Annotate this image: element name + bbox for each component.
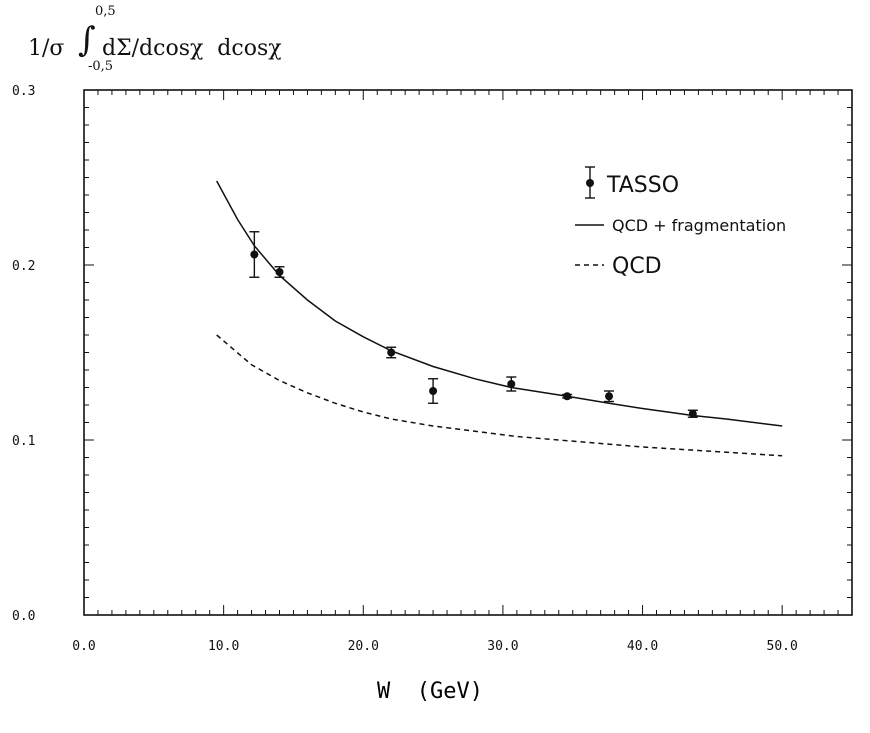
y-axis-title-integrand: dΣ/dcosχ dcosχ <box>102 36 282 61</box>
data-point <box>688 409 697 418</box>
integral-sign-icon: ∫ <box>78 20 96 60</box>
y-axis-title-lower-limit: -0,5 <box>88 59 114 74</box>
x-tick-label: 40.0 <box>627 639 658 654</box>
x-tick-label: 50.0 <box>767 639 798 654</box>
data-point <box>605 392 614 401</box>
y-tick-label: 0.0 <box>12 609 35 624</box>
data-point <box>250 250 259 259</box>
x-tick-label: 0.0 <box>72 639 95 654</box>
y-tick-label: 0.1 <box>12 434 35 449</box>
legend-label-qcd-fragmentation: QCD + fragmentation <box>612 216 786 235</box>
x-tick-label: 10.0 <box>208 639 239 654</box>
y-tick-label: 0.3 <box>12 84 35 99</box>
y-axis-title-upper-limit: 0,5 <box>95 4 116 19</box>
y-tick-label: 0.2 <box>12 259 35 274</box>
y-axis-title-prefix: 1/σ <box>28 36 65 61</box>
legend-label-qcd: QCD <box>612 254 662 279</box>
plot-frame <box>83 89 853 616</box>
qcd-fragmentation-curve <box>216 180 783 427</box>
legend-point-icon <box>586 179 594 187</box>
data-point <box>507 380 516 388</box>
data-point <box>429 387 438 395</box>
legend-label-tasso: TASSO <box>606 173 679 198</box>
qcd-curve <box>216 334 783 457</box>
x-axis-title: W (GeV) <box>377 679 483 704</box>
x-tick-label: 30.0 <box>487 639 518 654</box>
x-tick-label: 20.0 <box>348 639 379 654</box>
